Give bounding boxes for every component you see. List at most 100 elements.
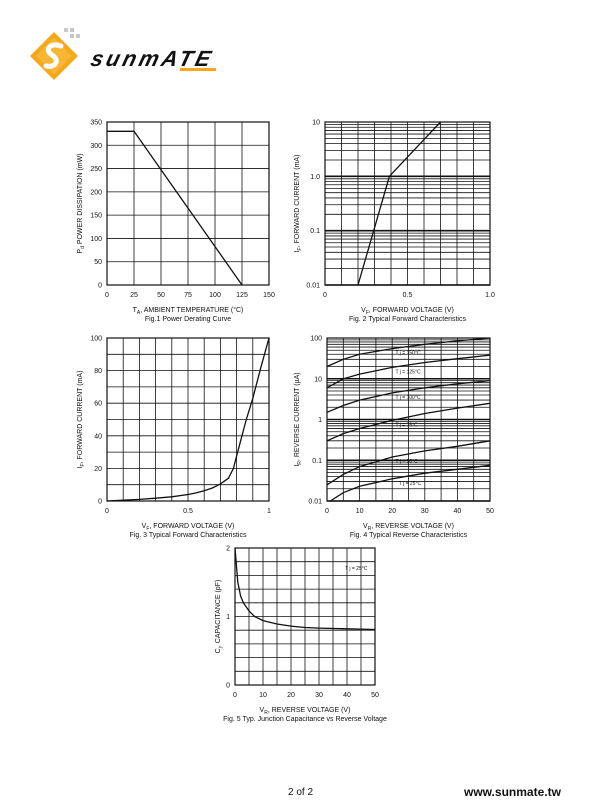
y-tick-label: 350 xyxy=(90,120,102,127)
x-tick-label: 75 xyxy=(184,292,192,299)
chart-title: Fig. 2 Typical Forward Characteristics xyxy=(349,316,466,323)
x-tick-label: 0 xyxy=(325,508,329,515)
y-tick-label: 0.01 xyxy=(308,499,322,506)
x-tick-label: 10 xyxy=(356,508,364,515)
chart-4: 0 10 20 30 40 50 0.01 0.1 1 10 100 T j = 150°C T j =… xyxy=(294,336,494,540)
series-line xyxy=(329,464,491,502)
x-tick-label: 0 xyxy=(233,692,237,699)
y-tick-label: 80 xyxy=(94,368,102,375)
annotation: T j = 25°C xyxy=(345,566,368,572)
y-tick-label: 0 xyxy=(98,499,102,506)
x-tick-label: 0 xyxy=(323,292,327,299)
y-axis-label: IR, REVERSE CURRENT (µA) xyxy=(294,372,303,466)
x-tick-label: 30 xyxy=(421,508,429,515)
chart-3: 0 0.5 1 0 20 40 60 80 100 VF, FORWARD VOLTAGE (V)… xyxy=(77,336,271,540)
chart-1: 0 25 50 75 100 125 150 0 50 100 150 200 250 300 350 TA,… xyxy=(77,120,275,324)
x-axis-label: TA, AMBIENT TEMPERATURE (°C) xyxy=(133,306,244,316)
plot-frame xyxy=(326,337,491,502)
x-tick-label: 10 xyxy=(259,692,267,699)
x-tick-label: 1.0 xyxy=(485,292,495,299)
sunmate-logo: sunmATE xyxy=(30,28,216,80)
series-label: T j = 150°C xyxy=(395,351,421,357)
x-tick-label: 125 xyxy=(236,292,248,299)
plot-frame xyxy=(106,337,270,502)
series-label: T j = 50°C xyxy=(395,459,418,465)
y-axis-label: Cj, CAPACITANCE (pF) xyxy=(215,580,224,654)
y-tick-label: 0.01 xyxy=(306,283,320,290)
y-tick-label: 10 xyxy=(314,376,322,383)
plot-frame xyxy=(324,121,491,286)
y-tick-label: 300 xyxy=(90,143,102,150)
series-line xyxy=(326,440,491,486)
y-tick-label: 0 xyxy=(226,683,230,690)
y-axis-label: Pd POWER DISSIPATION (mW) xyxy=(77,153,86,253)
y-tick-label: 150 xyxy=(90,213,102,220)
y-tick-label: 1.0 xyxy=(310,174,320,181)
chart-title: Fig.1 Power Derating Curve xyxy=(145,316,231,323)
series-label: T j = 75°C xyxy=(395,422,418,428)
plot-frame xyxy=(234,547,376,686)
series-line xyxy=(326,337,491,368)
series-line xyxy=(106,337,270,502)
x-tick-label: 0.5 xyxy=(403,292,413,299)
brand-wordmark: sunmATE xyxy=(88,46,216,71)
chart-2: 0 0.5 1.0 0.01 0.1 1.0 10 VF, FORWARD VOLTAGE (… xyxy=(294,120,495,324)
y-tick-label: 10 xyxy=(312,120,320,127)
y-axis-label: IF, FORWARD CURRENT (mA) xyxy=(77,371,86,469)
x-tick-label: 150 xyxy=(263,292,275,299)
y-tick-label: 100 xyxy=(90,336,102,343)
x-tick-label: 25 xyxy=(130,292,138,299)
x-tick-label: 50 xyxy=(371,692,379,699)
y-tick-label: 250 xyxy=(90,166,102,173)
chart-title: Fig. 5 Typ. Junction Capacitance vs Reve… xyxy=(223,716,387,723)
y-tick-label: 0.1 xyxy=(312,458,322,465)
series-line xyxy=(107,130,243,286)
y-tick-label: 1 xyxy=(318,417,322,424)
chart-title: Fig. 3 Typical Forward Characteristics xyxy=(130,532,247,539)
y-tick-label: 200 xyxy=(90,189,102,196)
x-axis-label: VF, FORWARD VOLTAGE (V) xyxy=(142,523,235,532)
website-link[interactable]: www.sunmate.tw xyxy=(464,785,561,799)
x-axis-label: VR, REVERSE VOLTAGE (V) xyxy=(260,707,351,716)
y-tick-label: 50 xyxy=(94,259,102,266)
x-tick-label: 40 xyxy=(454,508,462,515)
plot-frame xyxy=(106,121,270,286)
x-tick-label: 50 xyxy=(157,292,165,299)
y-tick-label: 0.1 xyxy=(310,228,320,235)
y-tick-label: 1 xyxy=(226,614,230,621)
x-tick-label: 100 xyxy=(209,292,221,299)
page-number: 2 of 2 xyxy=(288,787,314,798)
x-tick-label: 0 xyxy=(105,292,109,299)
x-tick-label: 40 xyxy=(343,692,351,699)
y-tick-label: 60 xyxy=(94,401,102,408)
chart-title: Fig. 4 Typical Reverse Characteristics xyxy=(350,532,468,539)
grid xyxy=(326,338,491,502)
chart-5: 0 10 20 30 40 50 0 1 2 T j = 25°C VR, REVERSE VOLT… xyxy=(215,546,387,724)
x-tick-label: 0.5 xyxy=(183,508,193,515)
x-tick-label: 0 xyxy=(105,508,109,515)
grid xyxy=(106,121,270,286)
y-axis-label: IF, FORWARD CURRENT (mA) xyxy=(294,155,303,253)
x-tick-label: 20 xyxy=(388,508,396,515)
x-axis-label: VF, FORWARD VOLTAGE (V) xyxy=(361,307,454,316)
series-label: T j = 125°C xyxy=(395,369,421,375)
y-tick-label: 2 xyxy=(226,546,230,553)
y-tick-label: 0 xyxy=(98,283,102,290)
series-line xyxy=(234,547,376,631)
y-tick-label: 100 xyxy=(310,336,322,343)
x-tick-label: 30 xyxy=(315,692,323,699)
x-tick-label: 50 xyxy=(486,508,494,515)
series-line xyxy=(326,354,491,389)
series-line xyxy=(326,379,491,413)
y-tick-label: 20 xyxy=(94,466,102,473)
series-line xyxy=(357,121,441,286)
y-tick-label: 40 xyxy=(94,433,102,440)
x-tick-label: 1 xyxy=(267,508,271,515)
x-axis-label: VR, REVERSE VOLTAGE (V) xyxy=(363,523,454,532)
grid xyxy=(106,337,270,502)
y-tick-label: 100 xyxy=(90,236,102,243)
grid xyxy=(324,122,491,286)
x-tick-label: 20 xyxy=(287,692,295,699)
